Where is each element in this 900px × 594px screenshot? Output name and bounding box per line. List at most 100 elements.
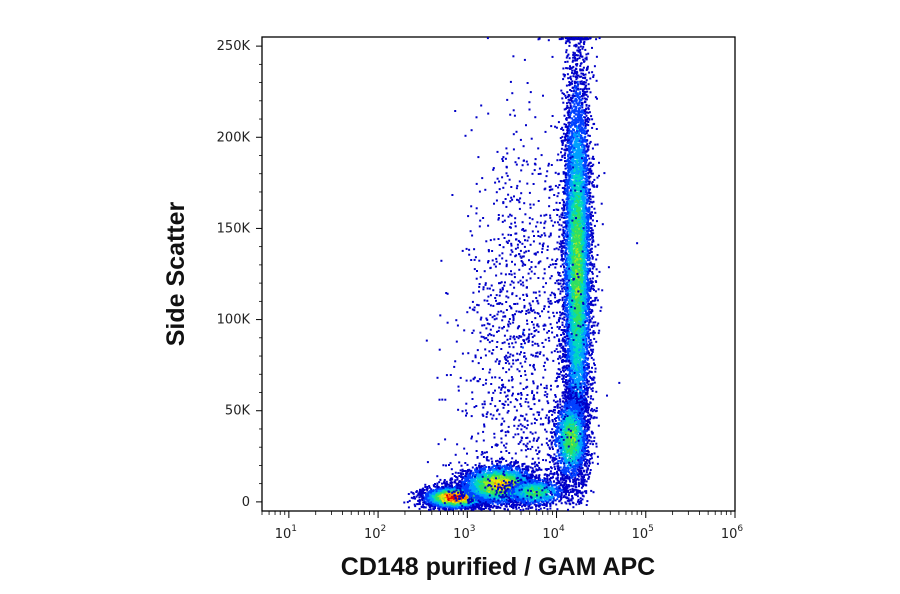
event-dot	[462, 471, 464, 473]
event-dot	[416, 490, 418, 492]
event-dot	[444, 495, 446, 497]
event-dot	[428, 509, 430, 511]
event-dot	[429, 504, 431, 506]
event-dot	[455, 507, 457, 509]
event-dot	[505, 460, 507, 462]
event-dot	[428, 497, 430, 499]
event-dot	[461, 505, 463, 507]
plot-area: 050K100K150K200K250K 101 102 103 104 105 106	[217, 37, 744, 542]
event-dot	[428, 485, 430, 487]
event-dot	[425, 506, 427, 508]
event-dot	[466, 453, 468, 455]
event-dot	[469, 494, 471, 496]
event-dot	[482, 485, 484, 487]
event-dot	[403, 502, 405, 504]
event-dot	[465, 507, 467, 509]
event-dot	[471, 509, 473, 511]
event-dot	[410, 491, 412, 493]
event-dot	[477, 506, 479, 508]
event-dot	[484, 470, 486, 472]
event-dot	[452, 501, 454, 503]
event-dot	[451, 468, 453, 470]
event-dot	[460, 508, 462, 510]
event-dot	[459, 488, 461, 490]
event-dot	[408, 506, 410, 508]
event-dot	[430, 490, 432, 492]
event-dot	[419, 508, 421, 510]
event-dot	[416, 503, 418, 505]
event-dot	[538, 462, 540, 464]
event-dot	[445, 504, 447, 506]
event-dot	[450, 499, 452, 501]
event-dot	[427, 493, 429, 495]
event-dot	[456, 489, 458, 491]
event-dot	[442, 464, 444, 466]
event-dot	[456, 487, 458, 489]
event-dot	[408, 493, 410, 495]
event-dot	[442, 497, 444, 499]
event-dot	[419, 489, 421, 491]
event-dot	[448, 464, 450, 466]
event-dot	[451, 492, 453, 494]
event-dot	[532, 458, 534, 460]
event-dot	[432, 492, 434, 494]
event-dot	[452, 473, 454, 475]
event-dot	[499, 458, 501, 460]
event-dot	[446, 494, 448, 496]
event-dot	[464, 498, 466, 500]
event-dot	[422, 504, 424, 506]
event-dot	[407, 501, 409, 503]
event-dot	[437, 507, 439, 509]
event-dot	[477, 457, 479, 459]
event-dot	[442, 487, 444, 489]
event-dot	[414, 498, 416, 500]
event-dot	[497, 503, 499, 505]
event-dot	[528, 465, 530, 467]
event-dot	[458, 481, 460, 483]
event-dot	[479, 463, 481, 465]
event-dot	[457, 472, 459, 474]
event-dot	[423, 506, 425, 508]
event-dot	[475, 508, 477, 510]
event-dot	[457, 479, 459, 481]
event-dot	[480, 465, 482, 467]
event-dot	[444, 502, 446, 504]
event-dot	[451, 503, 453, 505]
event-dot	[524, 463, 526, 465]
event-dot	[424, 484, 426, 486]
event-dot	[443, 481, 445, 483]
event-dot	[491, 461, 493, 463]
event-dot	[428, 499, 430, 501]
event-dot	[494, 469, 496, 471]
event-dot	[439, 497, 441, 499]
event-dot	[486, 459, 488, 461]
event-dot	[426, 502, 428, 504]
event-dot	[483, 508, 485, 510]
event-dot	[532, 467, 534, 469]
event-dot	[414, 505, 416, 507]
event-dot	[436, 490, 438, 492]
event-dot	[421, 495, 423, 497]
event-dot	[445, 488, 447, 490]
event-dot	[429, 494, 431, 496]
event-dot	[524, 471, 526, 473]
event-dot	[441, 483, 443, 485]
event-dot	[449, 482, 451, 484]
event-dot	[454, 481, 456, 483]
event-dot	[484, 452, 486, 454]
event-dot	[487, 470, 489, 472]
event-dot	[419, 501, 421, 503]
event-dot	[457, 492, 459, 494]
event-dot	[486, 495, 488, 497]
event-dot	[455, 497, 457, 499]
event-dot	[442, 500, 444, 502]
event-dot	[468, 502, 470, 504]
event-dot	[511, 457, 513, 459]
event-dot	[439, 504, 441, 506]
event-dot	[489, 468, 491, 470]
event-dot	[440, 492, 442, 494]
event-dot	[507, 509, 509, 511]
event-dot	[439, 501, 441, 503]
event-dot	[434, 506, 436, 508]
event-dot	[418, 496, 420, 498]
